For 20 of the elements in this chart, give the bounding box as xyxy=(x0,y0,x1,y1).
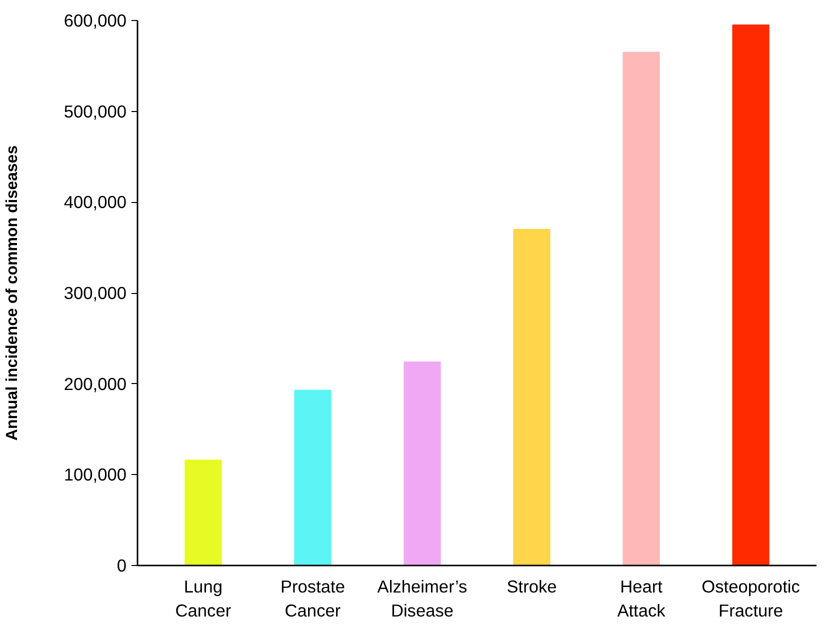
y-tick-label: 0 xyxy=(116,556,127,576)
x-tick-label: Stroke xyxy=(506,576,557,596)
x-tick-label: Prostate Cancer xyxy=(280,576,346,620)
bar xyxy=(622,52,660,566)
y-tick-label: 100,000 xyxy=(64,464,127,485)
x-tick-label: Osteoporotic Fracture xyxy=(702,576,800,620)
y-tick-label: 400,000 xyxy=(64,192,127,212)
y-tick-label: 300,000 xyxy=(64,283,127,303)
bar xyxy=(294,390,332,566)
y-tick-label: 600,000 xyxy=(64,10,127,30)
bar xyxy=(513,228,550,566)
x-tick-label: Heart Attack xyxy=(617,576,666,620)
x-tick-label: Lung Cancer xyxy=(175,576,232,620)
y-tick-label: 500,000 xyxy=(64,101,127,122)
bar xyxy=(732,24,770,566)
y-axis-title: Annual incidence of common diseases xyxy=(4,145,21,441)
bar xyxy=(184,460,222,566)
x-tick-label: Alzheimer’s Disease xyxy=(377,576,468,620)
bar xyxy=(404,362,441,566)
y-tick-label: 200,000 xyxy=(64,374,127,394)
